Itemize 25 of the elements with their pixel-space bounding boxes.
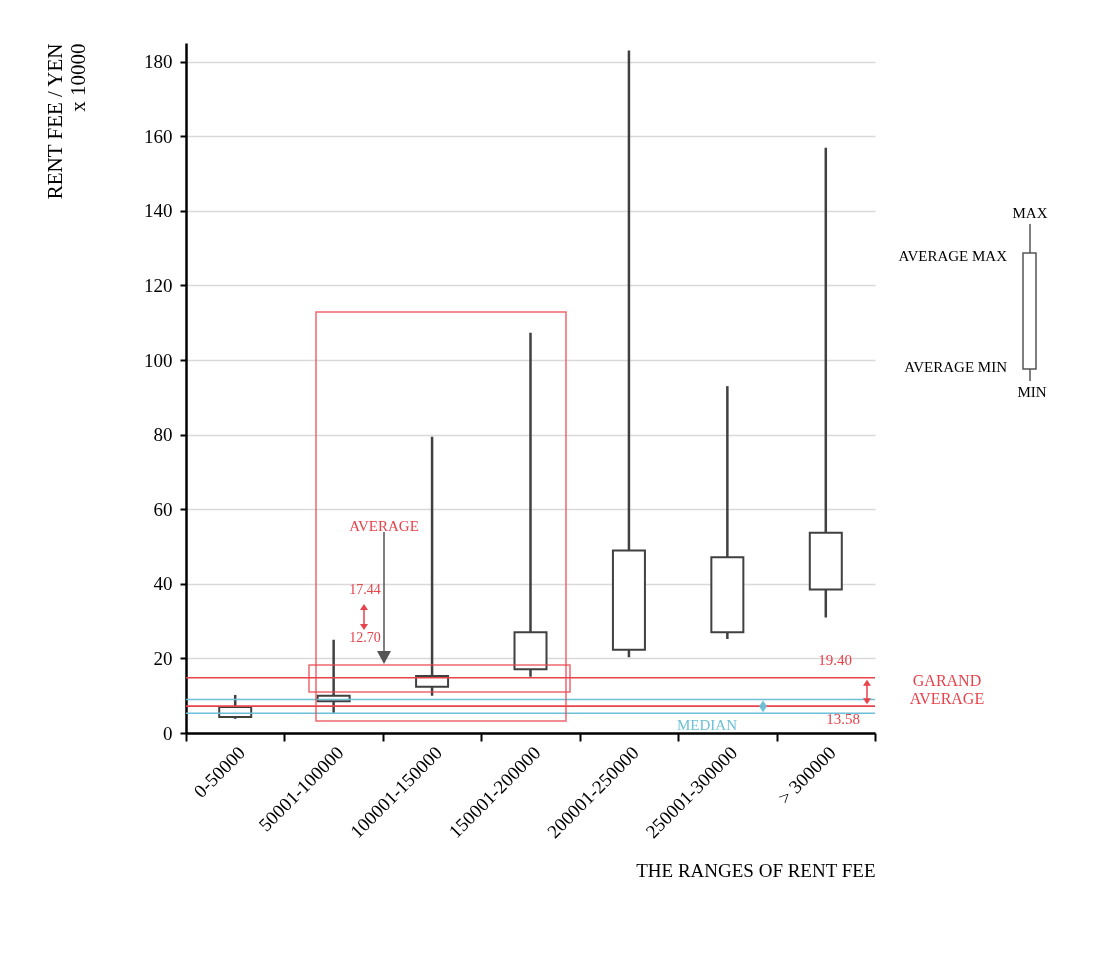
annotation: 19.40 [818,652,852,668]
annotation: 12.70 [349,630,381,645]
y-axis-title: RENT FEE / YEN x 10000 [43,43,90,200]
text: AVERAGE MAX [898,248,1008,264]
y-tick-label: 180 [144,51,173,73]
candlestick [513,331,548,678]
y-tick-label: 40 [153,573,173,595]
y-tick-label: 120 [144,274,173,296]
x-axis-title: THE RANGES OF RENT FEE [636,860,876,882]
text: MAX [1012,205,1048,221]
y-tick-label: 160 [144,125,173,147]
text: MIN [1017,384,1047,400]
text: AVERAGE MIN [904,359,1008,375]
annotation: 17.44 [349,582,381,597]
ref-line-label: MEDIAN [677,717,738,734]
y-tick-label: 0 [163,722,173,744]
y-tick-label: 140 [144,200,173,222]
annotation: 13.58 [826,711,860,727]
y-tick-label: 80 [153,424,173,446]
y-tick-label: 100 [144,349,173,371]
annotation: AVERAGE [349,518,419,534]
text: GARAND AVERAGE [909,672,985,707]
candlestick [808,146,843,619]
y-tick-label: 60 [153,498,173,520]
y-tick-label: 20 [153,647,173,669]
